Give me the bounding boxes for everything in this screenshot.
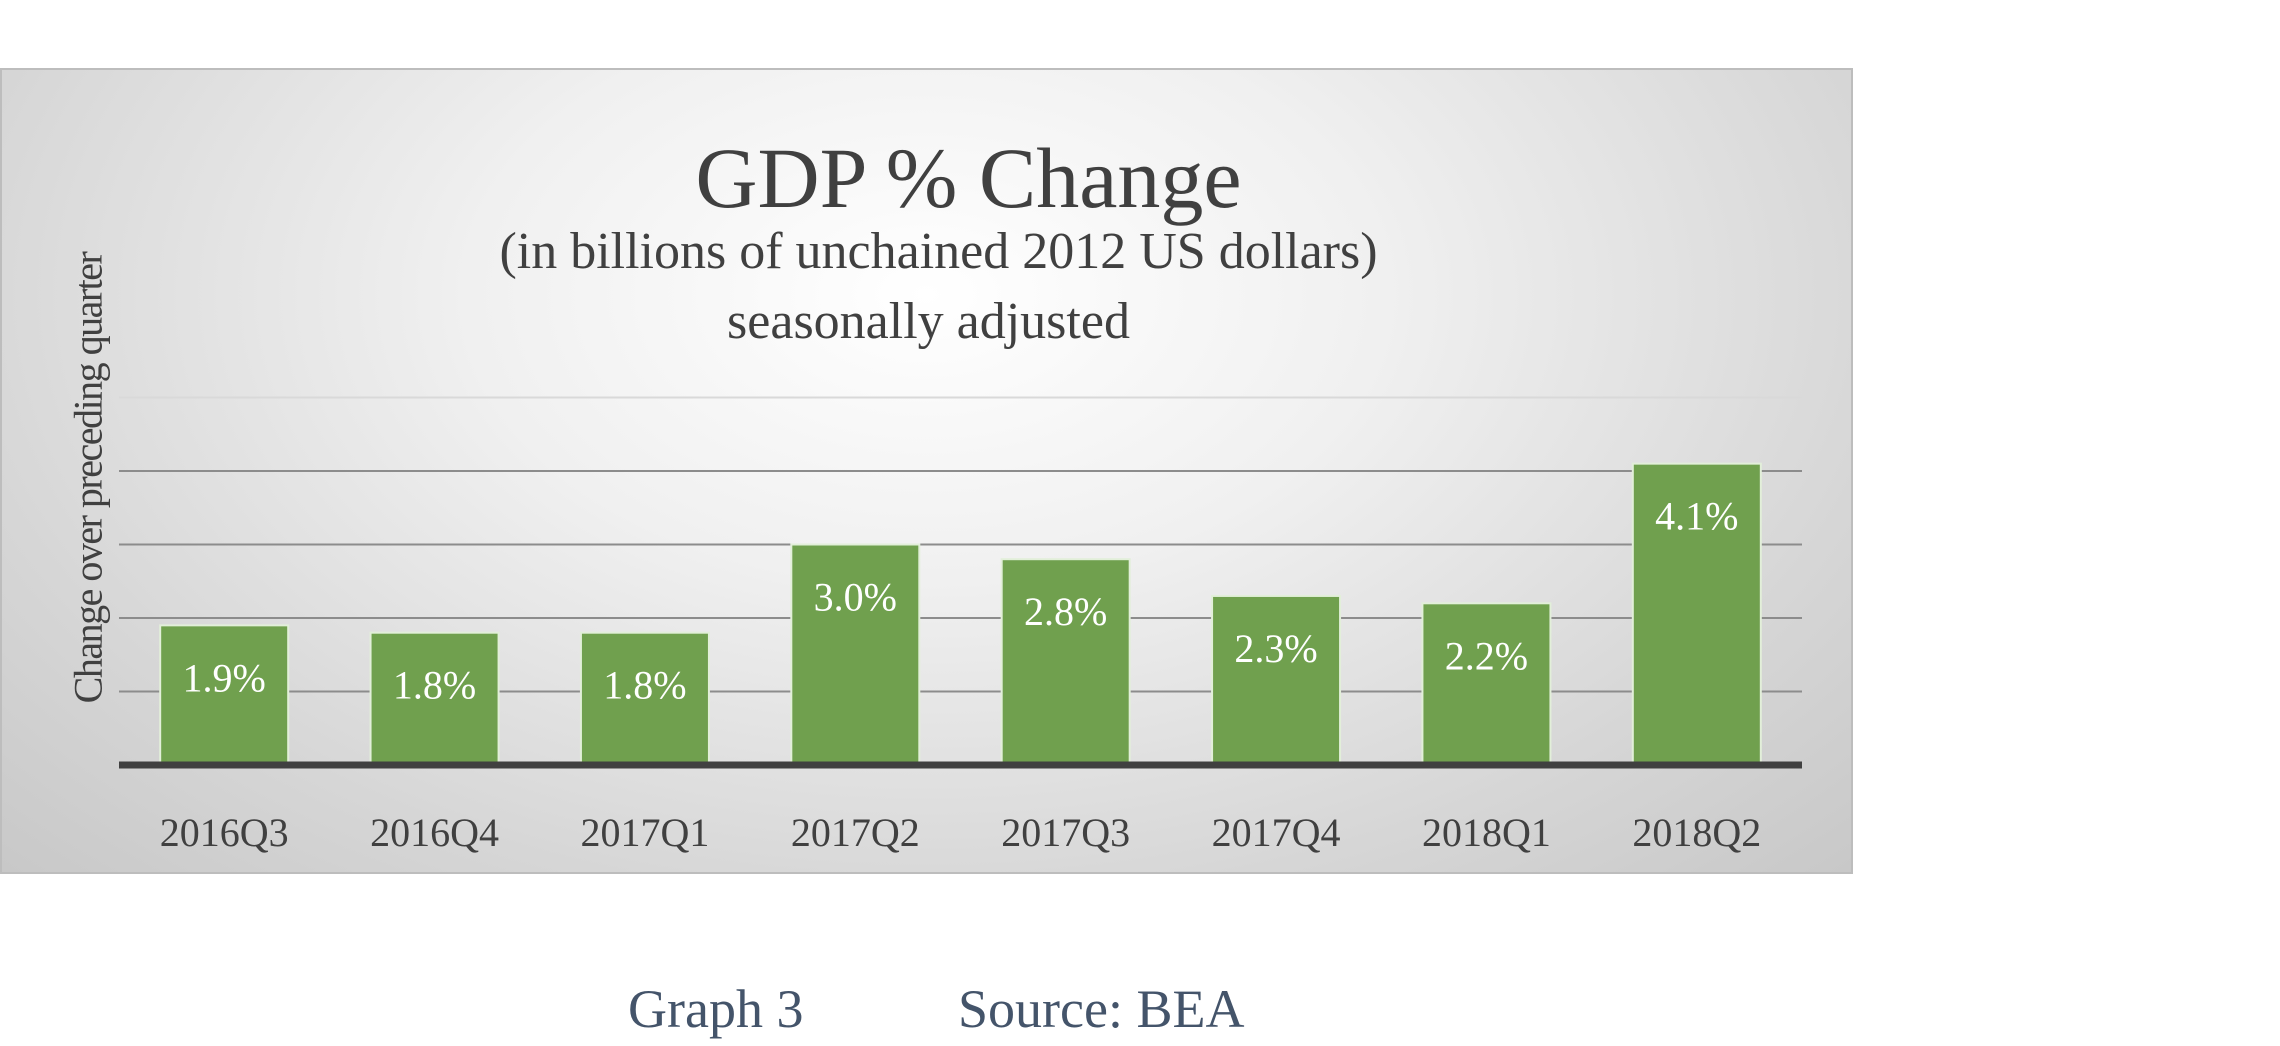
chart-title: GDP % Change bbox=[695, 130, 1242, 226]
bar-2018Q2 bbox=[1631, 462, 1762, 766]
x-tick-label-2018Q2: 2018Q2 bbox=[1632, 810, 1761, 855]
chart-subtitle-line-1: (in billions of unchained 2012 US dollar… bbox=[499, 223, 1378, 280]
x-tick-label-2017Q4: 2017Q4 bbox=[1212, 810, 1341, 855]
data-label-2016Q3: 1.9% bbox=[183, 655, 266, 700]
chart-panel: GDP % Change (in billions of unchained 2… bbox=[0, 68, 1853, 874]
bar-2016Q3 bbox=[159, 624, 290, 766]
bar-2018Q1 bbox=[1421, 602, 1552, 766]
x-tick-label-2017Q3: 2017Q3 bbox=[1001, 810, 1130, 855]
chart-subtitle-line-2: seasonally adjusted bbox=[727, 293, 1130, 350]
bar-2016Q4 bbox=[369, 631, 500, 767]
bar-2017Q2 bbox=[790, 543, 921, 766]
x-tick-label-2016Q4: 2016Q4 bbox=[370, 810, 499, 855]
data-label-2016Q4: 1.8% bbox=[393, 663, 476, 708]
source-caption: Source: BEA bbox=[958, 979, 1245, 1039]
data-label-2017Q3: 2.8% bbox=[1024, 589, 1107, 634]
x-tick-label-2017Q2: 2017Q2 bbox=[791, 810, 920, 855]
bar-2017Q1 bbox=[579, 631, 710, 767]
x-tick-label-2017Q1: 2017Q1 bbox=[580, 810, 709, 855]
data-label-2018Q2: 4.1% bbox=[1655, 494, 1738, 539]
data-label-2018Q1: 2.2% bbox=[1445, 633, 1528, 678]
bar-2017Q3 bbox=[1000, 558, 1131, 767]
data-label-2017Q2: 3.0% bbox=[814, 575, 897, 620]
graph-caption: Graph 3 bbox=[628, 979, 804, 1039]
data-label-2017Q1: 1.8% bbox=[603, 663, 686, 708]
data-label-2017Q4: 2.3% bbox=[1234, 626, 1317, 671]
bar-2017Q4 bbox=[1211, 594, 1342, 767]
x-tick-label-2016Q3: 2016Q3 bbox=[160, 810, 289, 855]
bar-chart-plot: 1.9% 2016Q3 1.8% 2016Q4 1.8% 2017Q1 3.0% 2017Q2… bbox=[119, 396, 1802, 855]
x-tick-label-2018Q1: 2018Q1 bbox=[1422, 810, 1551, 855]
